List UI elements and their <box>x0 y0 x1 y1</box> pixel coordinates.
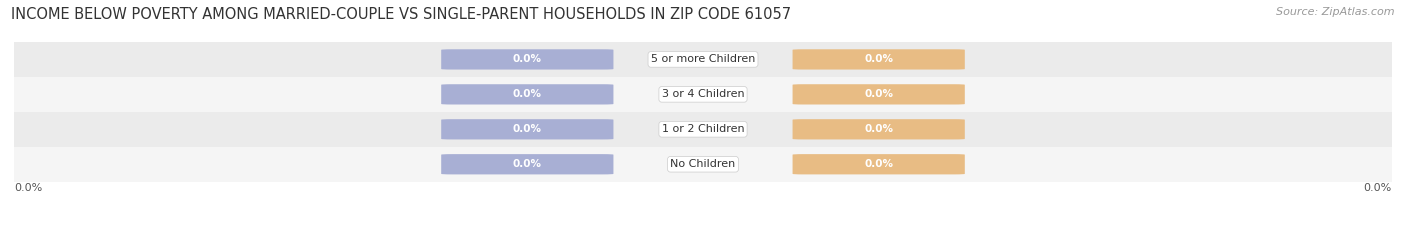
FancyBboxPatch shape <box>441 154 613 174</box>
Bar <box>14 77 1392 112</box>
Text: 0.0%: 0.0% <box>513 124 541 134</box>
Text: 3 or 4 Children: 3 or 4 Children <box>662 89 744 99</box>
Bar <box>14 147 1392 182</box>
FancyBboxPatch shape <box>793 84 965 104</box>
Text: 5 or more Children: 5 or more Children <box>651 55 755 64</box>
Text: 0.0%: 0.0% <box>14 184 42 193</box>
Text: 0.0%: 0.0% <box>513 89 541 99</box>
Text: 0.0%: 0.0% <box>1364 184 1392 193</box>
Text: 0.0%: 0.0% <box>865 159 893 169</box>
Text: 0.0%: 0.0% <box>513 55 541 64</box>
Text: 0.0%: 0.0% <box>865 89 893 99</box>
FancyBboxPatch shape <box>793 119 965 139</box>
FancyBboxPatch shape <box>441 49 613 69</box>
FancyBboxPatch shape <box>793 154 965 174</box>
Text: No Children: No Children <box>671 159 735 169</box>
FancyBboxPatch shape <box>441 119 613 139</box>
Text: Source: ZipAtlas.com: Source: ZipAtlas.com <box>1277 7 1395 17</box>
Bar <box>14 112 1392 147</box>
FancyBboxPatch shape <box>793 49 965 69</box>
Text: 0.0%: 0.0% <box>513 159 541 169</box>
Text: INCOME BELOW POVERTY AMONG MARRIED-COUPLE VS SINGLE-PARENT HOUSEHOLDS IN ZIP COD: INCOME BELOW POVERTY AMONG MARRIED-COUPL… <box>11 7 792 22</box>
Text: 0.0%: 0.0% <box>865 55 893 64</box>
Bar <box>14 42 1392 77</box>
Text: 0.0%: 0.0% <box>865 124 893 134</box>
FancyBboxPatch shape <box>441 84 613 104</box>
Text: 1 or 2 Children: 1 or 2 Children <box>662 124 744 134</box>
